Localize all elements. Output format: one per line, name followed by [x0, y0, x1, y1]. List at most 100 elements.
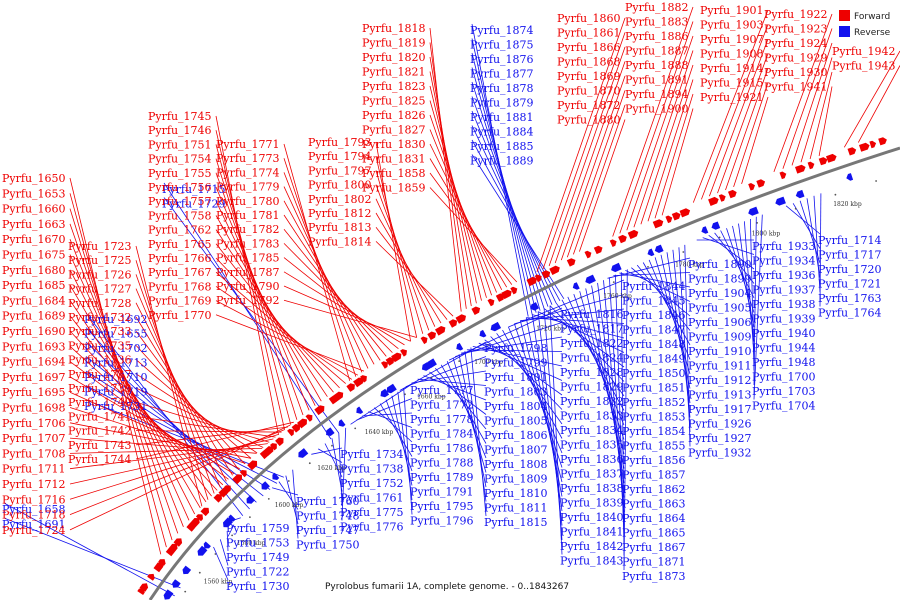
- gene-label[interactable]: Pyrfu_1828: [560, 366, 624, 379]
- gene-label[interactable]: Pyrfu_1846: [622, 309, 686, 322]
- gene-label[interactable]: Pyrfu_1786: [410, 442, 474, 455]
- gene-label[interactable]: Pyrfu_1811: [484, 502, 548, 515]
- gene-label[interactable]: Pyrfu_1734: [340, 448, 404, 461]
- gene-label[interactable]: Pyrfu_1685: [2, 279, 66, 292]
- gene-label[interactable]: Pyrfu_1857: [622, 469, 686, 482]
- gene-label[interactable]: Pyrfu_1863: [622, 498, 686, 511]
- gene-label[interactable]: Pyrfu_1789: [410, 471, 474, 484]
- gene-label[interactable]: Pyrfu_1767: [148, 266, 212, 279]
- gene-label[interactable]: Pyrfu_1780: [216, 195, 280, 208]
- gene-label[interactable]: Pyrfu_1781: [216, 209, 280, 222]
- gene-label[interactable]: Pyrfu_1777: [410, 384, 474, 397]
- gene-label[interactable]: Pyrfu_1766: [148, 252, 212, 265]
- gene-label[interactable]: Pyrfu_1912: [688, 374, 752, 387]
- gene-label[interactable]: Pyrfu_1714: [818, 234, 882, 247]
- gene-label[interactable]: Pyrfu_1852: [622, 396, 686, 409]
- gene-label[interactable]: Pyrfu_1691: [2, 518, 66, 531]
- gene-label[interactable]: Pyrfu_1885: [470, 140, 534, 153]
- gene-label[interactable]: Pyrfu_1675: [2, 249, 66, 262]
- gene-label[interactable]: Pyrfu_1908: [700, 48, 764, 61]
- gene-label[interactable]: Pyrfu_1733: [68, 325, 132, 338]
- gene-label[interactable]: Pyrfu_1831: [362, 153, 426, 166]
- gene-label[interactable]: Pyrfu_1798: [484, 342, 548, 355]
- gene-label[interactable]: Pyrfu_1921: [700, 91, 764, 104]
- gene-label[interactable]: Pyrfu_1775: [340, 506, 404, 519]
- gene-label[interactable]: Pyrfu_1819: [362, 37, 426, 50]
- gene-label[interactable]: Pyrfu_1843: [560, 555, 624, 568]
- gene-label[interactable]: Pyrfu_1711: [2, 463, 66, 476]
- gene-label[interactable]: Pyrfu_1937: [752, 284, 816, 297]
- gene-label[interactable]: Pyrfu_1899: [688, 273, 752, 286]
- gene-label[interactable]: Pyrfu_1864: [622, 512, 686, 525]
- gene-label[interactable]: Pyrfu_1890: [688, 258, 752, 271]
- gene-label[interactable]: Pyrfu_1872: [557, 99, 621, 112]
- gene-label[interactable]: Pyrfu_1926: [688, 418, 752, 431]
- gene-label[interactable]: Pyrfu_1853: [622, 411, 686, 424]
- gene-label[interactable]: Pyrfu_1719: [84, 386, 148, 399]
- gene-label[interactable]: Pyrfu_1903: [700, 19, 764, 32]
- gene-label[interactable]: Pyrfu_1881: [470, 111, 534, 124]
- gene-label[interactable]: Pyrfu_1847: [622, 324, 686, 337]
- gene-label[interactable]: Pyrfu_1817: [560, 323, 624, 336]
- gene-label[interactable]: Pyrfu_1850: [622, 367, 686, 380]
- gene-label[interactable]: Pyrfu_1695: [2, 386, 66, 399]
- gene-label[interactable]: Pyrfu_1748: [296, 510, 360, 523]
- gene-label[interactable]: Pyrfu_1813: [308, 221, 372, 234]
- gene-label[interactable]: Pyrfu_1841: [560, 526, 624, 539]
- gene-label[interactable]: Pyrfu_1722: [226, 566, 290, 579]
- gene-label[interactable]: Pyrfu_1742: [68, 425, 132, 438]
- gene-label[interactable]: Pyrfu_1822: [560, 337, 624, 350]
- gene-label[interactable]: Pyrfu_1729: [162, 198, 226, 211]
- gene-label[interactable]: Pyrfu_1794: [308, 150, 372, 163]
- gene-label[interactable]: Pyrfu_1844: [622, 280, 686, 293]
- gene-label[interactable]: Pyrfu_1758: [148, 209, 212, 222]
- gene-label[interactable]: Pyrfu_1814: [308, 235, 372, 248]
- gene-label[interactable]: Pyrfu_1887: [625, 45, 689, 58]
- gene-label[interactable]: Pyrfu_1859: [362, 182, 426, 195]
- gene-label[interactable]: Pyrfu_1922: [764, 8, 828, 21]
- gene-label[interactable]: Pyrfu_1783: [216, 237, 280, 250]
- gene-label[interactable]: Pyrfu_1825: [362, 95, 426, 108]
- gene-label[interactable]: Pyrfu_1891: [625, 74, 689, 87]
- gene-label[interactable]: Pyrfu_1868: [557, 56, 621, 69]
- gene-label[interactable]: Pyrfu_1702: [84, 342, 148, 355]
- gene-label[interactable]: Pyrfu_1773: [216, 152, 280, 165]
- gene-label[interactable]: Pyrfu_1749: [226, 551, 290, 564]
- gene-label[interactable]: Pyrfu_1725: [68, 254, 132, 267]
- gene-label[interactable]: Pyrfu_1815: [484, 516, 548, 529]
- gene-label[interactable]: Pyrfu_1842: [560, 540, 624, 553]
- gene-label[interactable]: Pyrfu_1788: [410, 457, 474, 470]
- gene-label[interactable]: Pyrfu_1884: [470, 126, 534, 139]
- gene-label[interactable]: Pyrfu_1816: [560, 308, 624, 321]
- gene-label[interactable]: Pyrfu_1886: [625, 30, 689, 43]
- gene-label[interactable]: Pyrfu_1820: [362, 51, 426, 64]
- gene-label[interactable]: Pyrfu_1855: [622, 440, 686, 453]
- gene-label[interactable]: Pyrfu_1720: [818, 263, 882, 276]
- gene-label[interactable]: Pyrfu_1802: [308, 193, 372, 206]
- gene-label[interactable]: Pyrfu_1660: [2, 203, 66, 216]
- gene-label[interactable]: Pyrfu_1782: [216, 223, 280, 236]
- gene-label[interactable]: Pyrfu_1779: [216, 181, 280, 194]
- gene-label[interactable]: Pyrfu_1940: [752, 327, 816, 340]
- gene-label[interactable]: Pyrfu_1752: [340, 477, 404, 490]
- gene-label[interactable]: Pyrfu_1923: [764, 23, 828, 36]
- gene-label[interactable]: Pyrfu_1776: [340, 521, 404, 534]
- gene-label[interactable]: Pyrfu_1829: [560, 381, 624, 394]
- gene-label[interactable]: Pyrfu_1743: [68, 439, 132, 452]
- gene-label[interactable]: Pyrfu_1741: [68, 410, 132, 423]
- gene-label[interactable]: Pyrfu_1901: [700, 4, 764, 17]
- gene-label[interactable]: Pyrfu_1823: [362, 80, 426, 93]
- gene-label[interactable]: Pyrfu_1670: [2, 233, 66, 246]
- gene-label[interactable]: Pyrfu_1837: [560, 468, 624, 481]
- gene-label[interactable]: Pyrfu_1882: [625, 1, 689, 14]
- gene-label[interactable]: Pyrfu_1867: [622, 541, 686, 554]
- gene-label[interactable]: Pyrfu_1754: [148, 153, 212, 166]
- gene-label[interactable]: Pyrfu_1914: [700, 62, 764, 75]
- gene-label[interactable]: Pyrfu_1910: [688, 345, 752, 358]
- gene-label[interactable]: Pyrfu_1768: [148, 280, 212, 293]
- gene-label[interactable]: Pyrfu_1943: [832, 60, 896, 73]
- gene-label[interactable]: Pyrfu_1836: [560, 453, 624, 466]
- gene-label[interactable]: Pyrfu_1760: [296, 495, 360, 508]
- gene-label[interactable]: Pyrfu_1693: [2, 340, 66, 353]
- gene-label[interactable]: Pyrfu_1801: [484, 371, 548, 384]
